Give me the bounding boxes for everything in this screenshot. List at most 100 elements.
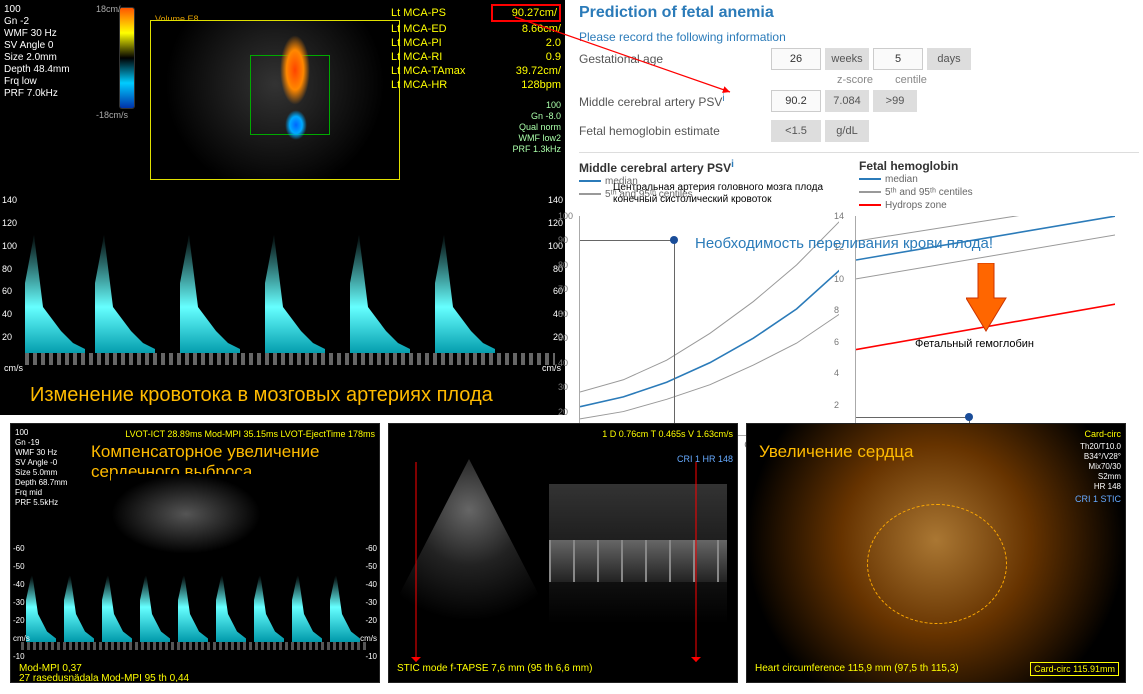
doppler-wave <box>330 572 360 642</box>
y-tick: -10 <box>13 652 25 661</box>
y-tick: -40 <box>365 580 377 589</box>
transfusion-warning: Необходимость переливания крови плода! <box>695 235 1143 252</box>
ga-row: Gestational age weeks days <box>575 44 1143 74</box>
doppler-wave <box>265 235 325 355</box>
measurement-row: Lt MCA-RI0.9 <box>391 50 561 64</box>
doppler-wave <box>102 572 132 642</box>
panel2-caption: STIC mode f-TAPSE 7,6 mm (95 th 6,6 mm) <box>397 663 592 674</box>
y-tick: 80 <box>2 264 12 274</box>
panel1-caption2: 27 rasedusnädala Mod-MPI 95 th 0,44 <box>19 673 189 683</box>
flow-blob-blue <box>285 110 307 140</box>
y-tick: 6 <box>834 337 839 347</box>
y-tick: -40 <box>13 580 25 589</box>
scan-params: 100 Gn -19 WMF 30 Hz SV Angle -0 Size 5.… <box>15 428 67 508</box>
psv-zscore: 7.084 <box>825 90 869 112</box>
doppler-wave <box>254 572 284 642</box>
y-tick: 40 <box>558 358 568 368</box>
data-marker <box>670 236 678 244</box>
color-velocity-bar <box>120 8 134 108</box>
y-tick: 90 <box>558 235 568 245</box>
heart-size-panel: Card-circ Th20/T10.0 B34°/V28° Mix70/30 … <box>746 423 1126 683</box>
doppler-wave <box>95 235 155 355</box>
y-tick: 20 <box>2 332 12 342</box>
y-tick: 50 <box>558 333 568 343</box>
colorbar-bot: -18cm/s <box>96 110 128 120</box>
y-tick: -10 <box>365 652 377 661</box>
timeline <box>25 353 555 365</box>
card-circ-value: Card-circ 115.91mm <box>1030 662 1119 676</box>
measurement-row: Lt MCA-ED8.66cm/ <box>391 22 561 36</box>
cri-info: CRI 1 HR 148 <box>677 454 733 465</box>
y-tick: 100 <box>2 241 17 251</box>
anemia-calculator: Prediction of fetal anemia Please record… <box>575 0 1143 415</box>
chart2-annotation: Фетальный гемоглобин <box>915 338 1034 350</box>
y-tick: 120 <box>2 218 17 228</box>
doppler-wave <box>178 572 208 642</box>
panel-caption: Изменение кровотока в мозговых артериях … <box>30 384 493 407</box>
hb-label: Fetal hemoglobin estimate <box>579 124 769 138</box>
spectral-params: 100 Gn -8.0 Qual norm WMF low2 PRF 1.3kH… <box>512 100 561 155</box>
doppler-wave <box>350 235 410 355</box>
centile-header: centile <box>885 74 937 86</box>
hb-unit: g/dL <box>825 120 869 142</box>
chart2-legend: median5ᵗʰ and 95ᵗʰ centilesHydrops zone <box>859 173 1139 212</box>
y-tick: 4 <box>834 368 839 378</box>
y-tick: -30 <box>365 598 377 607</box>
measurement-row: Lt MCA-PI2.0 <box>391 36 561 50</box>
measurement-row: Lt MCA-HR128bpm <box>391 78 561 92</box>
chart2-title: Fetal hemoglobin <box>859 159 958 173</box>
doppler-wave <box>216 572 246 642</box>
bottom-row: 100 Gn -19 WMF 30 Hz SV Angle -0 Size 5.… <box>10 423 1133 683</box>
y-tick: 10 <box>834 274 844 284</box>
calc-title: Prediction of fetal anemia <box>575 0 1143 30</box>
heart-circumference-trace <box>867 504 1007 624</box>
y-tick: 2 <box>834 400 839 410</box>
y-tick: 20 <box>558 407 568 417</box>
psv-input[interactable] <box>771 90 821 112</box>
y-tick: 140 <box>548 195 563 205</box>
hb-row: Fetal hemoglobin estimate <1.5 g/dL <box>575 116 1143 146</box>
psv-row: Middle cerebral artery PSVi 7.084 >99 <box>575 86 1143 116</box>
y-tick: 14 <box>834 211 844 221</box>
y-tick: 30 <box>558 382 568 392</box>
doppler-wave <box>292 572 322 642</box>
y-tick: 70 <box>558 284 568 294</box>
doppler-wave <box>25 235 85 355</box>
y-tick: 40 <box>2 309 12 319</box>
y-tick: 80 <box>558 260 568 270</box>
y-tick: cm/s <box>360 634 377 643</box>
spectral-doppler: 1401401201201001008080606040402020 cm/s … <box>0 190 565 375</box>
chart1-title: Middle cerebral artery PSVi <box>579 161 734 175</box>
lvot-measurements: LVOT-ICT 28.89ms Mod-MPI 35.15ms LVOT-Ej… <box>125 428 375 440</box>
card-circ-label: Card-circ <box>1084 428 1121 440</box>
y-tick: 60 <box>558 309 568 319</box>
tapse-measurements: 1 D 0.76cm T 0.465s V 1.63cm/s <box>602 428 733 440</box>
zscore-header: z-score <box>829 74 881 86</box>
ultrasound-panel: 100 Gn -2 WMF 30 Hz SV Angle 0 Size 2.0m… <box>0 0 565 415</box>
ga-label: Gestational age <box>579 52 769 66</box>
ga-days-input[interactable] <box>873 48 923 70</box>
doppler-wave <box>435 235 495 355</box>
y-tick: 100 <box>558 211 573 221</box>
doppler-wave <box>26 572 56 642</box>
calc-subtitle: Please record the following information <box>575 30 1143 44</box>
doppler-wave <box>64 572 94 642</box>
days-unit: days <box>927 48 971 70</box>
chart1-annotation: Центральная артерия головного мозга плод… <box>613 182 853 206</box>
ga-weeks-input[interactable] <box>771 48 821 70</box>
y-tick: cm/s <box>13 634 30 643</box>
mca-measurements: Lt MCA-PS90.27cm/Lt MCA-ED8.66cm/Lt MCA-… <box>391 4 561 92</box>
y-tick: -30 <box>13 598 25 607</box>
hb-value: <1.5 <box>771 120 821 142</box>
render-params: Th20/T10.0 B34°/V28° Mix70/30 S2mm HR 14… <box>1080 442 1121 492</box>
flow-blob-red <box>280 35 310 105</box>
y-tick: -50 <box>13 562 25 571</box>
tapse-panel: 1 D 0.76cm T 0.465s V 1.63cm/s CRI 1 HR … <box>388 423 738 683</box>
psv-centile: >99 <box>873 90 917 112</box>
y-tick: 8 <box>834 305 839 315</box>
y-tick: 140 <box>2 195 17 205</box>
scan-params: 100 Gn -2 WMF 30 Hz SV Angle 0 Size 2.0m… <box>4 4 70 100</box>
weeks-unit: weeks <box>825 48 869 70</box>
panel3-caption: Heart circumference 115,9 mm (97,5 th 11… <box>755 663 959 674</box>
psv-label: Middle cerebral artery PSVi <box>579 93 769 109</box>
